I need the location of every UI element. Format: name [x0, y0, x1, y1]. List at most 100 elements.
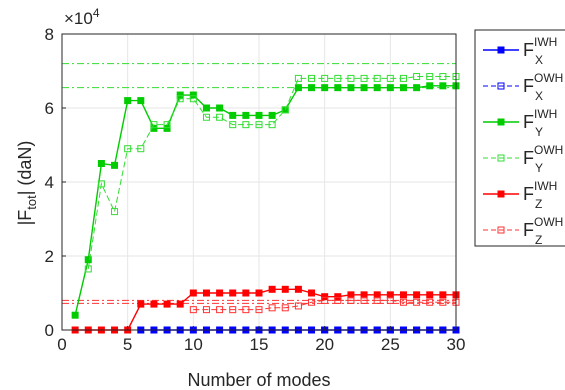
legend-marker [497, 46, 505, 54]
legend-box [474, 29, 565, 247]
data-point [373, 84, 381, 92]
data-point [281, 106, 289, 114]
data-point [334, 74, 342, 82]
data-point [202, 113, 210, 121]
data-point [334, 84, 342, 92]
x-tick-label: 10 [184, 335, 203, 354]
data-point [84, 256, 92, 264]
data-point [373, 296, 381, 304]
data-point [229, 121, 237, 129]
data-point [281, 304, 289, 312]
data-point [308, 298, 316, 306]
data-point [111, 161, 119, 169]
legend-marker [497, 82, 505, 90]
y-tick-label: 4 [45, 173, 54, 192]
data-point [137, 300, 145, 308]
data-point [202, 289, 210, 297]
data-point [202, 306, 210, 314]
y-tick-label: 0 [45, 321, 54, 340]
y-axis-label-sub: tot [24, 195, 39, 210]
series-line [87, 76, 456, 270]
data-point [294, 285, 302, 293]
data-point [268, 285, 276, 293]
data-point [399, 298, 407, 306]
data-point [399, 74, 407, 82]
data-point [124, 97, 132, 105]
data-point [229, 289, 237, 297]
y-axis-ticks: 0 2 4 6 8 [45, 25, 66, 340]
data-point [176, 91, 184, 99]
data-point [137, 145, 145, 153]
series-group [71, 73, 460, 334]
data-point [216, 104, 224, 112]
data-point [189, 91, 197, 99]
x-tick-label: 30 [447, 335, 466, 354]
data-point [255, 289, 263, 297]
legend-label: FOWH Z [523, 215, 563, 247]
series-y-owh [84, 73, 460, 273]
series-y-iwh [71, 82, 460, 319]
legend-marker [497, 190, 505, 198]
data-point [216, 113, 224, 121]
legend-marker [497, 154, 505, 162]
data-point [163, 121, 171, 129]
data-point [242, 306, 250, 314]
legend-label: FIWH Z [523, 179, 557, 211]
x-axis-label: Number of modes [187, 370, 330, 390]
data-point [426, 82, 434, 90]
data-point [386, 296, 394, 304]
data-point [255, 306, 263, 314]
x-tick-label: 25 [381, 335, 400, 354]
series-z-iwh [71, 285, 460, 334]
data-point [255, 111, 263, 119]
y-axis-label-main: |F [15, 210, 35, 226]
data-point [321, 296, 329, 304]
data-point [281, 285, 289, 293]
legend-marker [497, 226, 505, 234]
data-point [294, 74, 302, 82]
data-point [97, 160, 105, 167]
data-point [426, 73, 434, 81]
y-multiplier-exp: 4 [93, 6, 100, 20]
data-point [360, 296, 368, 304]
data-point [137, 97, 145, 105]
data-point [216, 306, 224, 314]
data-point [229, 111, 237, 119]
data-point [399, 84, 407, 92]
data-point [347, 74, 355, 82]
y-axis-label-rest: | (daN) [15, 141, 35, 196]
data-point [334, 296, 342, 304]
x-tick-label: 20 [315, 335, 334, 354]
data-point [413, 291, 421, 299]
series-line [193, 299, 456, 311]
x-tick-label: 0 [57, 335, 66, 354]
data-point [255, 121, 263, 129]
y-tick-label: 8 [45, 25, 54, 44]
y-multiplier: ×104 [64, 6, 100, 28]
data-point [321, 74, 329, 82]
data-point [268, 304, 276, 312]
data-point [334, 293, 342, 301]
data-point [242, 121, 250, 129]
data-point [242, 289, 250, 297]
data-point [347, 84, 355, 92]
data-point [399, 291, 407, 299]
data-point [124, 145, 132, 153]
data-point [150, 121, 158, 129]
x-axis-ticks: 0 5 10 15 20 25 30 [57, 326, 465, 354]
data-point [294, 84, 302, 92]
data-point [268, 111, 276, 119]
data-point [268, 121, 276, 129]
legend-label: FOWH Y [523, 143, 563, 175]
y-multiplier-base: ×10 [64, 9, 93, 28]
data-point [439, 73, 447, 81]
data-point [426, 298, 434, 306]
y-tick-label: 2 [45, 247, 54, 266]
x-tick-label: 5 [123, 335, 132, 354]
data-point [413, 73, 421, 81]
data-point [308, 84, 316, 92]
data-point [229, 306, 237, 314]
data-point [150, 300, 158, 308]
data-point [360, 74, 368, 82]
data-point [373, 74, 381, 82]
